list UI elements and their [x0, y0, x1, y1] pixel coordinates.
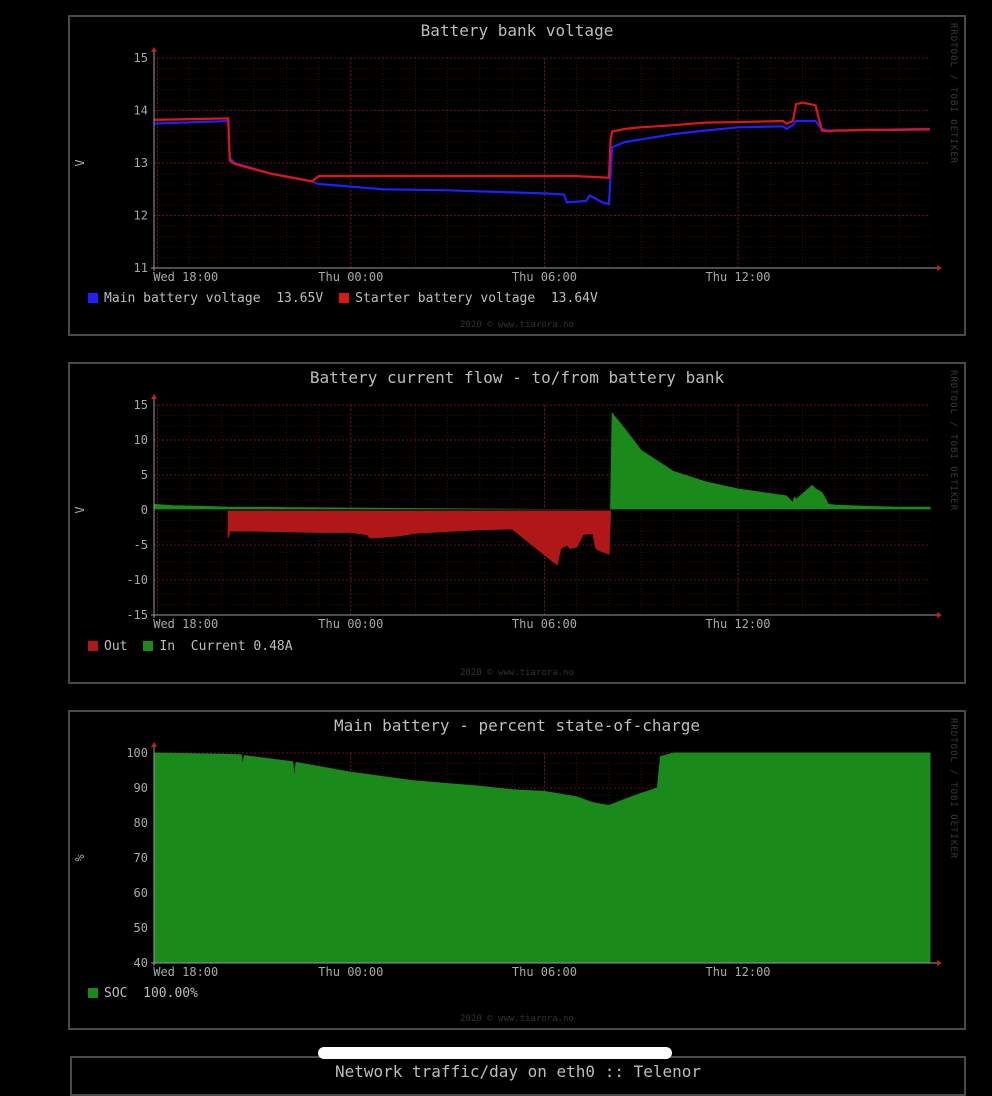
copyright: 2020 © www.tiarora.no — [460, 320, 574, 330]
legend-swatch-main — [88, 293, 98, 303]
x-tick-label: Thu 12:00 — [706, 965, 771, 979]
x-tick-label: Thu 00:00 — [318, 617, 383, 631]
x-tick-label: Thu 00:00 — [318, 270, 383, 284]
out-area — [227, 509, 612, 566]
x-tick-label: Wed 18:00 — [153, 617, 218, 631]
y-tick-label: 90 — [134, 781, 148, 795]
voltage-chart-panel: Battery bank voltage RRDTOOL / TOBI OETI… — [68, 15, 966, 336]
y-tick-label: 50 — [134, 921, 148, 935]
in-area — [153, 412, 931, 511]
rrdtool-credit: RRDTOOL / TOBI OETIKER — [948, 370, 958, 512]
legend-label-starter: Starter battery voltage — [355, 291, 536, 306]
copyright: 2020 © www.tiarora.no — [460, 668, 574, 678]
x-axis-arrow — [937, 960, 942, 966]
y-tick-label: -5 — [134, 538, 148, 552]
y-tick-label: 100 — [126, 746, 148, 760]
y-tick-label: 12 — [134, 209, 148, 223]
y-tick-label: 40 — [134, 956, 148, 970]
current-legend: Out In Current 0.48A — [88, 639, 293, 654]
series-main-line — [153, 119, 931, 206]
chart-title: Battery current flow - to/from battery b… — [309, 368, 725, 387]
legend-value-main: 13.65V — [276, 291, 324, 306]
legend-value-starter: 13.64V — [550, 291, 598, 306]
y-tick-label: 15 — [134, 398, 148, 412]
y-tick-label: 80 — [134, 816, 148, 830]
y-axis-label: % — [73, 854, 87, 862]
y-axis-arrow — [151, 742, 157, 747]
y-tick-label: 5 — [141, 468, 148, 482]
legend-swatch-starter — [339, 293, 350, 303]
legend-swatch-in — [143, 641, 154, 651]
x-tick-label: Thu 06:00 — [512, 965, 577, 979]
copyright: 2020 © www.tiarora.no — [460, 1014, 574, 1024]
soc-chart: 40 50 60 70 80 90 100 Wed 18:00 Thu 00:00 Thu 06:… — [73, 742, 942, 979]
y-tick-label: 70 — [134, 851, 148, 865]
legend-label-soc: SOC — [104, 986, 128, 1001]
legend-label-in: In — [159, 639, 176, 654]
chart-title: Battery bank voltage — [420, 21, 614, 40]
x-tick-label: Wed 18:00 — [153, 270, 218, 284]
y-tick-label: 60 — [134, 886, 148, 900]
y-tick-label: -10 — [126, 573, 148, 587]
y-axis-label: V — [73, 506, 87, 513]
y-tick-label: 13 — [134, 156, 148, 170]
soc-legend: SOC 100.00% — [88, 986, 198, 1001]
x-tick-label: Thu 00:00 — [318, 965, 383, 979]
legend-swatch-soc — [88, 988, 98, 998]
current-chart-panel: Battery current flow - to/from battery b… — [68, 362, 966, 684]
y-axis-label: V — [73, 159, 87, 166]
y-tick-label: 14 — [134, 104, 148, 118]
voltage-legend: Main battery voltage 13.65V Starter batte… — [88, 291, 598, 306]
legend-label-out: Out — [104, 639, 128, 654]
y-tick-label: 11 — [134, 261, 148, 275]
legend-current: Current 0.48A — [190, 639, 293, 654]
y-axis-arrow — [151, 394, 157, 399]
x-axis-arrow — [937, 612, 942, 618]
y-axis-arrow — [151, 47, 157, 52]
series-starter-line — [153, 101, 931, 183]
x-tick-label: Thu 12:00 — [706, 617, 771, 631]
chart-title: Main battery - percent state-of-charge — [333, 716, 701, 735]
rrdtool-credit: RRDTOOL / TOBI OETIKER — [948, 718, 958, 860]
voltage-chart: 11 12 13 14 15 Wed 18:00 Thu 00:00 Thu 06:00 Thu… — [73, 47, 942, 284]
scroll-indicator[interactable] — [318, 1047, 672, 1059]
current-chart: -15 -10 -5 0 5 10 15 Wed 18:00 Thu 00:00 Thu 06:0… — [73, 394, 942, 631]
soc-chart-panel: Main battery - percent state-of-charge R… — [68, 710, 966, 1030]
rrdtool-credit: RRDTOOL / TOBI OETIKER — [948, 23, 958, 165]
y-tick-label: 10 — [134, 433, 148, 447]
chart-title: Network traffic/day on eth0 :: Telenor — [334, 1062, 702, 1081]
x-tick-label: Wed 18:00 — [153, 965, 218, 979]
network-chart-panel: Network traffic/day on eth0 :: Telenor — [70, 1056, 966, 1096]
legend-label-main: Main battery voltage — [104, 291, 261, 306]
y-tick-label: 0 — [141, 503, 148, 517]
legend-value-soc: 100.00% — [143, 986, 198, 1001]
x-tick-label: Thu 06:00 — [512, 617, 577, 631]
legend-swatch-out — [88, 641, 98, 651]
soc-area — [153, 752, 931, 964]
x-tick-label: Thu 06:00 — [512, 270, 577, 284]
y-tick-label: -15 — [126, 608, 148, 622]
x-tick-label: Thu 12:00 — [706, 270, 771, 284]
x-axis-arrow — [937, 265, 942, 271]
y-tick-label: 15 — [134, 51, 148, 65]
